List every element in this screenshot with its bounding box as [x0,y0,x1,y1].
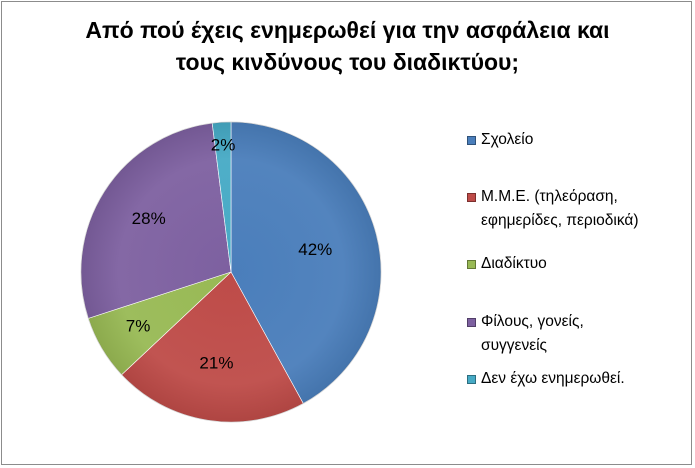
pie-slice-5 [211,121,232,273]
legend-swatch [467,260,476,269]
legend-swatch [467,375,476,384]
legend-label: Σχολείο [481,131,534,148]
pie-slice-1 [230,121,382,404]
slice-value-label: 2% [211,136,236,155]
legend-label: Μ.Μ.Ε. (τηλεόραση, εφημερίδες, περιοδικά… [481,188,639,229]
slice-value-label: 42% [298,240,332,259]
legend-swatch [467,193,476,202]
legend-swatch [467,136,476,145]
slice-value-label: 28% [132,209,166,228]
legend-swatch [467,318,476,327]
legend-label: Δεν έχω ενημερωθεί. [481,370,625,387]
slice-value-label: 7% [126,316,151,335]
slice-labels: 42% 21% 7% 28% 2% [126,136,333,373]
legend-label: Φίλους, γονείς, συγγενείς [481,313,584,354]
legend-label: Διαδίκτυο [481,255,547,272]
pie-slice-2 [121,271,304,423]
pie-slices [80,121,382,423]
chart-title: Από πού έχεις ενημερωθεί για την ασφάλει… [85,17,610,75]
slice-value-label: 21% [199,353,233,372]
pie-slice-4 [80,122,232,319]
pie-outline [80,121,382,423]
